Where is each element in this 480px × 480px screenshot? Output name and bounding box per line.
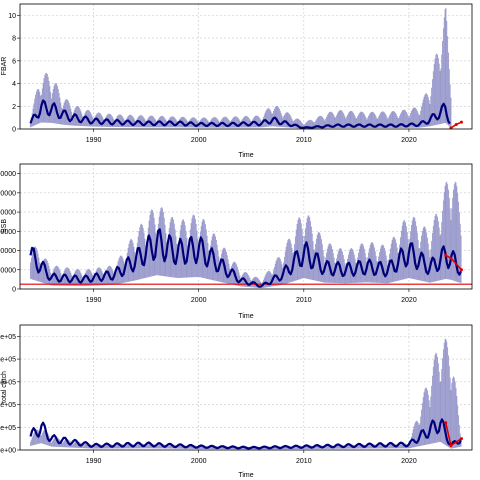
plot-frame	[19, 324, 473, 451]
y-tick-label: 4	[12, 81, 16, 88]
panel-fbar: 1990 2000 2010 2020 0 2 4 6 8 10 Time FBAR	[1, 3, 473, 159]
x-tick-label: 2010	[296, 458, 312, 465]
recent-point	[444, 421, 448, 425]
x-tick-label: 2000	[191, 297, 207, 304]
recent-point	[459, 120, 463, 124]
y-tick-label: 2	[12, 104, 16, 111]
y-tick-label: 1200000	[0, 171, 16, 178]
y-axis-label: SSB	[1, 219, 8, 233]
x-tick-label: 2020	[401, 297, 417, 304]
x-ticks: 1990 2000 2010 2020	[86, 289, 417, 304]
recent-point	[459, 268, 463, 272]
median-line	[29, 418, 462, 450]
x-tick-label: 2020	[401, 458, 417, 465]
gridlines	[20, 325, 472, 451]
y-tick-label: 4e+05	[0, 357, 16, 364]
y-ticks: 0 2 4 6 8 10	[8, 13, 20, 134]
recent-point	[449, 256, 453, 260]
x-tick-label: 1990	[86, 458, 102, 465]
y-tick-label: 600000	[0, 229, 16, 236]
y-tick-label: 8	[12, 36, 16, 43]
y-tick-label: 0	[12, 287, 16, 294]
median-series	[29, 418, 462, 450]
y-tick-label: 0	[12, 127, 16, 134]
y-tick-label: 1e+05	[0, 425, 16, 432]
y-tick-label: 6	[12, 58, 16, 65]
median-series	[29, 99, 451, 130]
x-ticks: 1990 2000 2010 2020	[86, 129, 417, 144]
x-tick-label: 2000	[191, 458, 207, 465]
y-ticks: 0e+00 1e+05 2e+05 3e+05 4e+05 5e+05	[0, 334, 20, 455]
y-tick-label: 3e+05	[0, 379, 16, 386]
x-tick-label: 2010	[296, 297, 312, 304]
x-axis-label: Time	[238, 472, 253, 479]
median-line	[29, 228, 462, 288]
y-tick-label: 5e+05	[0, 334, 16, 341]
y-axis-label: total catch	[1, 371, 8, 403]
median-line	[29, 99, 451, 130]
x-axis-label: Time	[238, 313, 253, 320]
y-tick-label: 800000	[0, 210, 16, 217]
recent-point	[459, 437, 463, 441]
y-tick-label: 2e+05	[0, 402, 16, 409]
x-ticks: 1990 2000 2010 2020	[86, 450, 417, 465]
x-tick-label: 2000	[191, 137, 207, 144]
y-tick-label: 0e+00	[0, 448, 16, 455]
recent-point	[454, 122, 458, 126]
recent-point	[449, 443, 453, 447]
y-axis-label: FBAR	[1, 57, 8, 76]
y-tick-label: 1000000	[0, 190, 16, 197]
median-series	[29, 228, 462, 288]
y-tick-label: 10	[8, 13, 16, 20]
x-tick-label: 2020	[401, 137, 417, 144]
x-axis-label: Time	[238, 152, 253, 159]
plot-frame	[19, 163, 473, 290]
recent-series	[444, 421, 463, 447]
band	[30, 338, 462, 450]
x-tick-label: 1990	[86, 137, 102, 144]
plot-frame	[19, 3, 473, 130]
x-tick-label: 2010	[296, 137, 312, 144]
recent-point	[444, 253, 448, 257]
recent-series	[444, 253, 463, 272]
y-tick-label: 400000	[0, 248, 16, 255]
panel-total-catch: 1990 2000 2010 2020 0e+00 1e+05 2e+05 3e+05 4e+…	[0, 324, 473, 479]
x-tick-label: 1990	[86, 297, 102, 304]
recent-series	[449, 120, 463, 130]
